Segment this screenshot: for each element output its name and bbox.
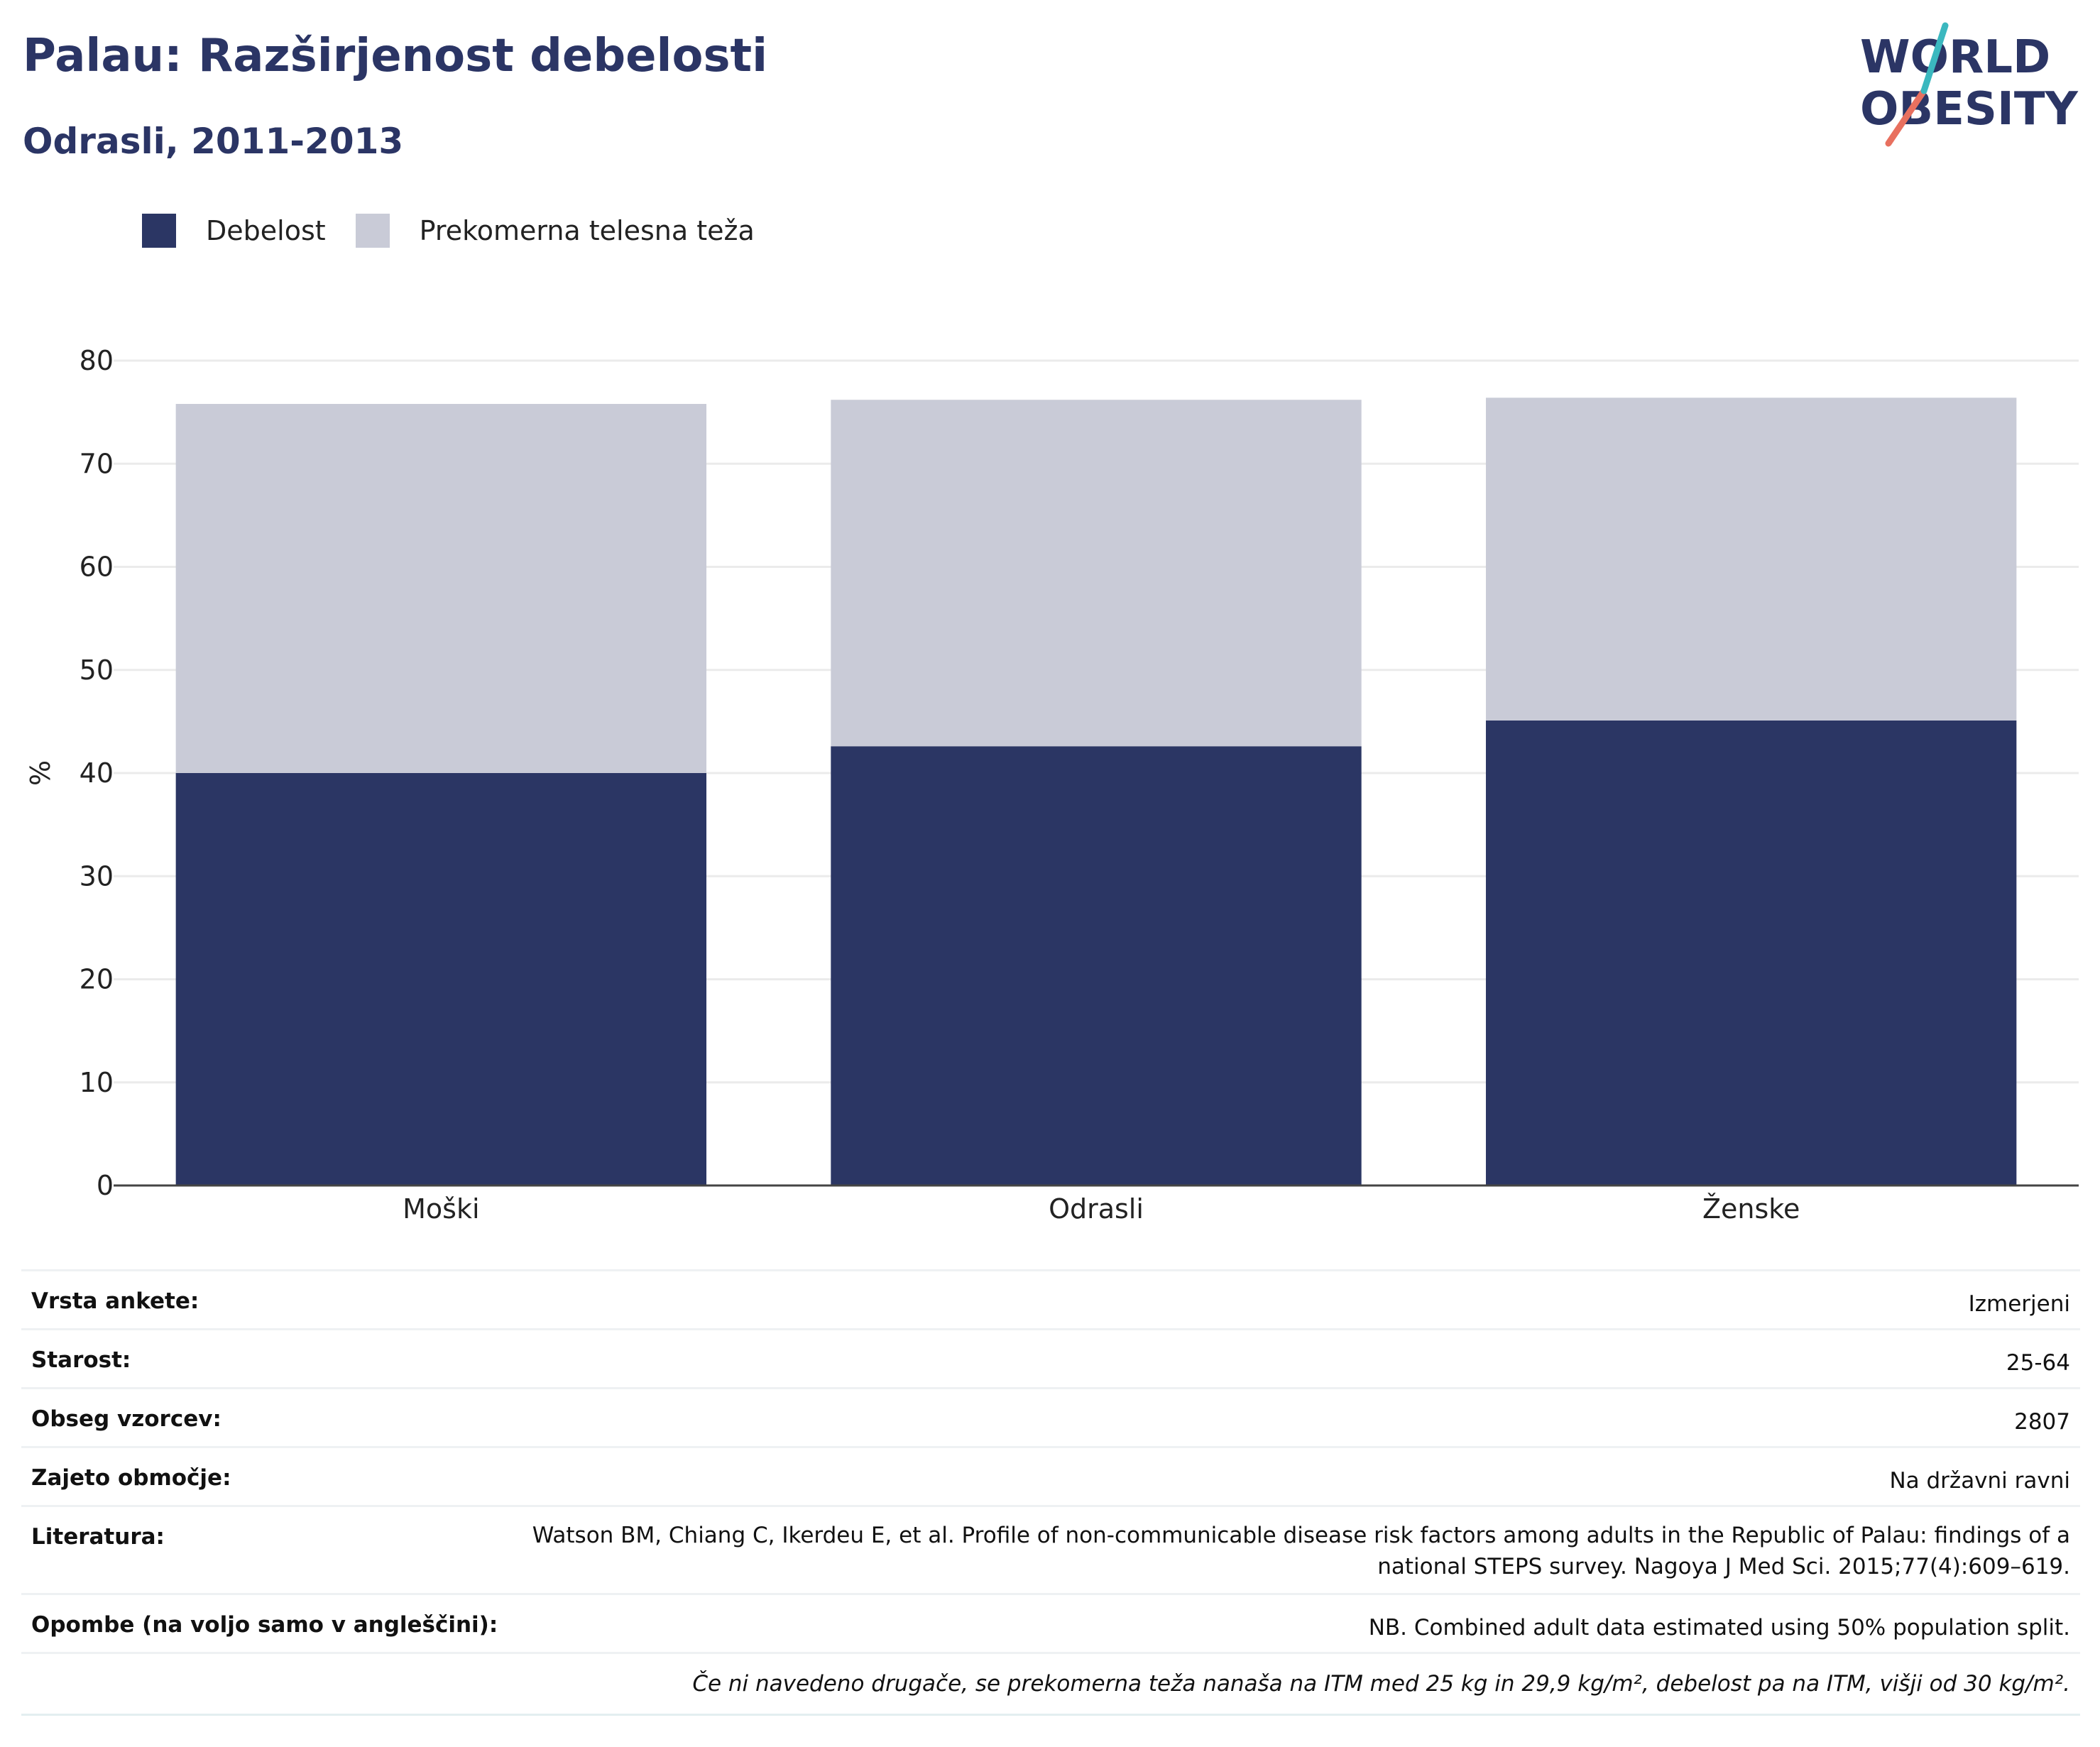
- bar-overweight: [175, 404, 707, 773]
- info-value: Na državni ravni: [1889, 1468, 2070, 1494]
- info-row-age: Starost: 25-64: [21, 1328, 2080, 1387]
- y-tick-label: 10: [80, 1067, 114, 1098]
- stacked-bar-chart: 0 10 20 30 40 50 60 70 80 Moški Odrasli Ženske%: [25, 345, 2079, 1225]
- bmi-footnote: Če ni navedeno drugače, se prekomerna te…: [21, 1652, 2080, 1716]
- logo-slash-coral: [1885, 87, 1927, 147]
- legend-item-overweight[interactable]: Prekomerna telesna teža: [355, 214, 755, 248]
- x-tick-label: Odrasli: [1049, 1193, 1144, 1225]
- bar-obesity: [175, 773, 707, 1185]
- info-value: Izmerjeni: [1968, 1291, 2070, 1317]
- info-value: 25-64: [2006, 1350, 2070, 1376]
- y-tick-label: 30: [80, 860, 114, 892]
- info-key: Zajeto območje:: [31, 1465, 231, 1491]
- info-key: Obseg vzorcev:: [31, 1406, 222, 1432]
- info-key: Starost:: [31, 1347, 131, 1373]
- x-tick-label: Moški: [403, 1193, 479, 1225]
- y-axis-label: %: [25, 760, 56, 786]
- logo-slash-teal: [1920, 22, 1949, 94]
- page-title: Palau: Razširjenost debelosti: [23, 30, 768, 82]
- survey-info-table: Vrsta ankete: Izmerjeni Starost: 25-64 O…: [21, 1269, 2080, 1716]
- bar-obesity: [831, 746, 1362, 1185]
- info-key: Opombe (na voljo samo v angleščini):: [31, 1612, 498, 1638]
- y-tick-label: 20: [80, 964, 114, 995]
- info-row-notes: Opombe (na voljo samo v angleščini): NB.…: [21, 1593, 2080, 1652]
- world-obesity-logo: WORLD OBESITY: [1860, 22, 2078, 147]
- logo-line2: OBESITY: [1860, 83, 2078, 136]
- bar-obesity: [1485, 720, 2017, 1185]
- y-tick-label: 40: [80, 757, 114, 789]
- info-row-survey-type: Vrsta ankete: Izmerjeni: [21, 1269, 2080, 1328]
- legend-label-obesity: Debelost: [206, 215, 326, 246]
- info-row-reference: Literatura: Watson BM, Chiang C, Ikerdeu…: [21, 1505, 2080, 1593]
- logo-line1: WORLD: [1860, 31, 2050, 84]
- page-subtitle: Odrasli, 2011-2013: [23, 121, 404, 162]
- info-value: 2807: [2014, 1409, 2070, 1435]
- info-key: Vrsta ankete:: [31, 1288, 199, 1314]
- bar-overweight: [1485, 398, 2017, 721]
- y-tick-label: 80: [80, 345, 114, 376]
- legend-item-obesity[interactable]: Debelost: [142, 214, 326, 248]
- info-row-sample-size: Obseg vzorcev: 2807: [21, 1387, 2080, 1446]
- legend-label-overweight: Prekomerna telesna teža: [419, 215, 755, 246]
- info-value: NB. Combined adult data estimated using …: [1368, 1615, 2070, 1641]
- x-tick-label: Ženske: [1702, 1193, 1800, 1225]
- info-row-area: Zajeto območje: Na državni ravni: [21, 1446, 2080, 1505]
- info-key: Literatura:: [31, 1524, 165, 1550]
- legend-swatch-obesity: [142, 214, 176, 248]
- y-tick-label: 0: [97, 1170, 114, 1201]
- y-tick-label: 60: [80, 552, 114, 583]
- info-value: Watson BM, Chiang C, Ikerdeu E, et al. P…: [532, 1523, 2070, 1579]
- legend-swatch-overweight: [355, 214, 390, 248]
- chart-legend: Debelost Prekomerna telesna teža: [142, 209, 784, 252]
- y-tick-label: 70: [80, 448, 114, 479]
- y-tick-label: 50: [80, 655, 114, 686]
- bar-overweight: [831, 400, 1362, 747]
